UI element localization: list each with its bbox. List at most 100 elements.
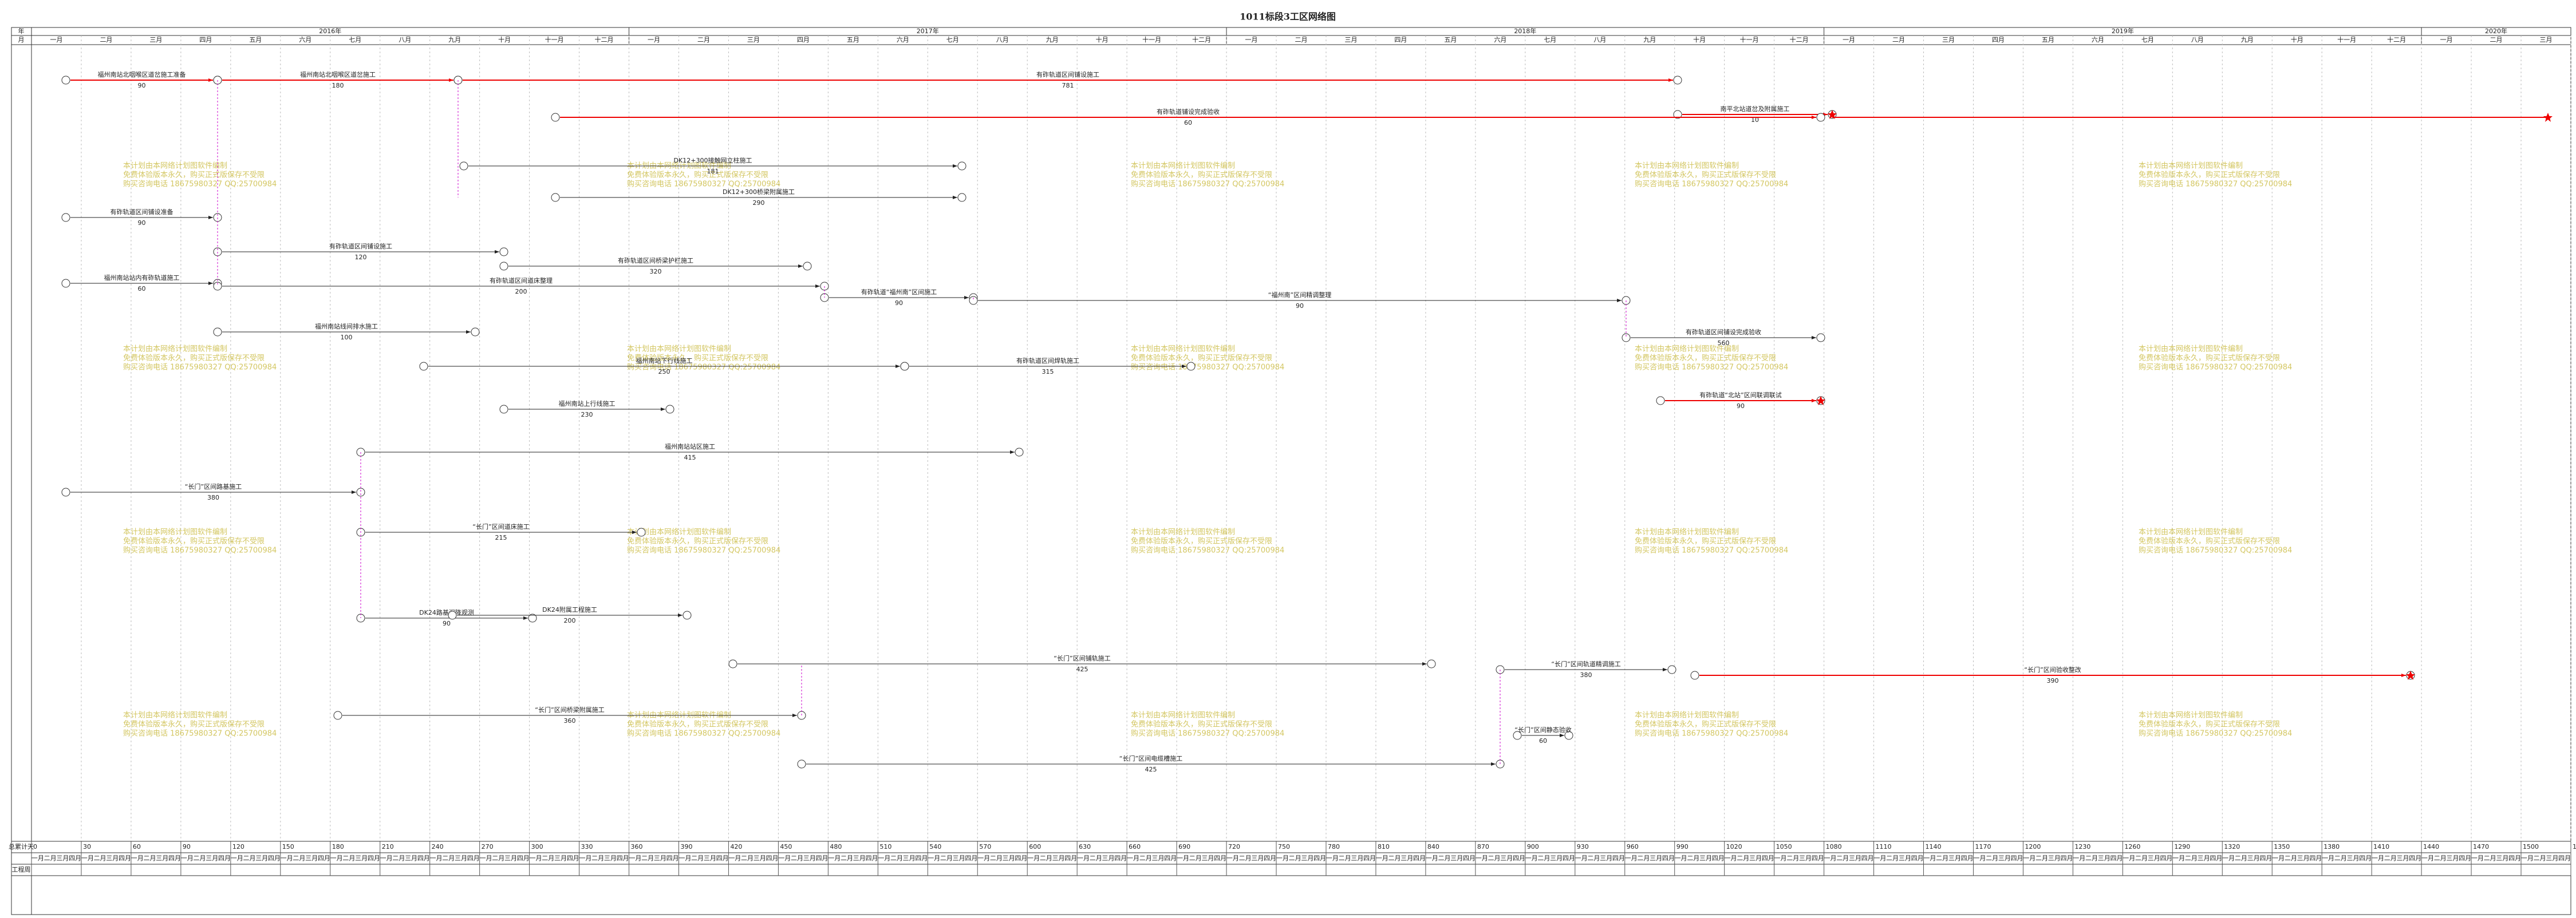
day-mark: 1080 — [1826, 843, 1842, 850]
activity-name: “长门”区间路基施工 — [185, 482, 242, 490]
week-cell: 二月 — [1737, 854, 1749, 862]
node — [448, 611, 457, 620]
activity-duration: 290 — [753, 199, 765, 207]
node — [900, 362, 909, 371]
watermark: 本计划由本网络计划图软件编制 — [2139, 161, 2243, 171]
week-cell: 四月 — [368, 854, 380, 862]
week-cell: 三月 — [1003, 854, 1015, 862]
activity-name: 有砟轨道“福州南”区间施工 — [861, 288, 937, 296]
month: 十一月 — [1142, 35, 1161, 43]
day-mark: 720 — [1228, 843, 1240, 850]
day-mark: 90 — [183, 843, 191, 850]
week-cell: 一月 — [2471, 854, 2484, 862]
week-cell: 一月 — [1525, 854, 1538, 862]
arrow-head — [352, 490, 356, 494]
week-cell: 一月 — [31, 854, 44, 862]
week-cell: 三月 — [1799, 854, 1812, 862]
day-mark: 1530 — [2573, 843, 2576, 850]
watermark: 免费体验版本永久，购买正式版保存不受限 — [123, 720, 265, 729]
week-cell: 二月 — [1537, 854, 1550, 862]
watermark: 免费体验版本永久，购买正式版保存不受限 — [1635, 354, 1776, 363]
day-mark: 420 — [730, 843, 742, 850]
week-cell: 三月 — [803, 854, 816, 862]
month: 三月 — [149, 36, 162, 43]
week-cell: 三月 — [1899, 854, 1911, 862]
watermark: 购买咨询电话 18675980327 QQ:25700984 — [2139, 546, 2292, 555]
arrow-head — [1812, 399, 1816, 402]
node — [61, 213, 70, 222]
week-cell: 四月 — [2508, 854, 2521, 862]
day-mark: 780 — [1328, 843, 1340, 850]
week-cell: 一月 — [1923, 854, 1936, 862]
watermark: 购买咨询电话 18675980327 QQ:25700984 — [627, 729, 780, 738]
week-cell: 四月 — [1812, 854, 1824, 862]
week-cell: 一月 — [1725, 854, 1737, 862]
title: 1011标段3工区网络图 — [1240, 11, 1336, 22]
arrow-head — [1668, 78, 1673, 82]
week-cell: 四月 — [1363, 854, 1376, 862]
month: 四月 — [1394, 36, 1407, 43]
watermark: 本计划由本网络计划图软件编制 — [1635, 528, 1739, 537]
day-mark: 30 — [83, 843, 91, 850]
day-mark: 1050 — [1776, 843, 1792, 850]
arrow-head — [1560, 734, 1564, 737]
week-cell: 三月 — [1948, 854, 1961, 862]
month: 二月 — [1295, 36, 1308, 43]
activity-duration: 90 — [1737, 402, 1745, 410]
month: 二月 — [697, 36, 710, 43]
week-cell: 四月 — [2011, 854, 2023, 862]
year: 2017年 — [917, 27, 939, 35]
arrow-head — [815, 284, 820, 288]
week-cell: 二月 — [1438, 854, 1451, 862]
arrow-head — [964, 296, 969, 299]
node — [1427, 659, 1436, 668]
week-cell: 三月 — [504, 854, 517, 862]
watermark: 本计划由本网络计划图软件编制 — [627, 345, 731, 354]
watermark: 本计划由本网络计划图软件编制 — [627, 528, 731, 537]
day-mark: 150 — [282, 843, 294, 850]
day-mark: 750 — [1278, 843, 1290, 850]
week-cell: 四月 — [1662, 854, 1675, 862]
month: 十一月 — [545, 35, 564, 43]
activity-name: DK24附属工程施工 — [542, 606, 597, 614]
arrow-head — [523, 616, 528, 620]
watermark: 本计划由本网络计划图软件编制 — [2139, 711, 2243, 720]
milestone-star — [1816, 396, 1825, 405]
day-mark: 480 — [830, 843, 842, 850]
week-cell: 四月 — [517, 854, 530, 862]
node — [528, 614, 537, 623]
week-cell: 二月 — [841, 854, 853, 862]
month: 十二月 — [1192, 35, 1211, 43]
week-cell: 四月 — [268, 854, 281, 862]
activity-duration: 415 — [684, 454, 696, 461]
watermark: 免费体验版本永久，购买正式版保存不受限 — [627, 537, 768, 546]
day-mark: 1320 — [2224, 843, 2240, 850]
year: 2018年 — [1514, 27, 1536, 35]
week-cell: 二月 — [342, 854, 355, 862]
activity-duration: 560 — [1718, 339, 1730, 347]
week-cell: 三月 — [2546, 854, 2558, 862]
week-cell: 四月 — [666, 854, 679, 862]
week-cell: 二月 — [691, 854, 704, 862]
month: 五月 — [2042, 36, 2054, 43]
activity-name: 福州南站站内有砟轨道施工 — [104, 274, 180, 282]
node — [1186, 362, 1196, 371]
week-cell: 一月 — [928, 854, 940, 862]
watermark: 免费体验版本永久，购买正式版保存不受限 — [123, 537, 265, 546]
watermark: 免费体验版本永久，购买正式版保存不受限 — [123, 354, 265, 363]
activity-name: DK12+300接触网立柱施工 — [674, 156, 752, 164]
week-cell: 一月 — [1476, 854, 1488, 862]
week-cell: 一月 — [1973, 854, 1986, 862]
week-cell: 一月 — [579, 854, 591, 862]
week-cell: 二月 — [44, 854, 57, 862]
week-cell: 一月 — [281, 854, 293, 862]
week-cell: 一月 — [1027, 854, 1040, 862]
week-cell: 三月 — [56, 854, 69, 862]
day-mark: 690 — [1178, 843, 1190, 850]
week-cell: 一月 — [181, 854, 194, 862]
month: 六月 — [1494, 36, 1506, 43]
node — [803, 262, 812, 271]
week-cell: 四月 — [1264, 854, 1276, 862]
week-cell: 一月 — [2272, 854, 2285, 862]
week-cell: 三月 — [2496, 854, 2508, 862]
